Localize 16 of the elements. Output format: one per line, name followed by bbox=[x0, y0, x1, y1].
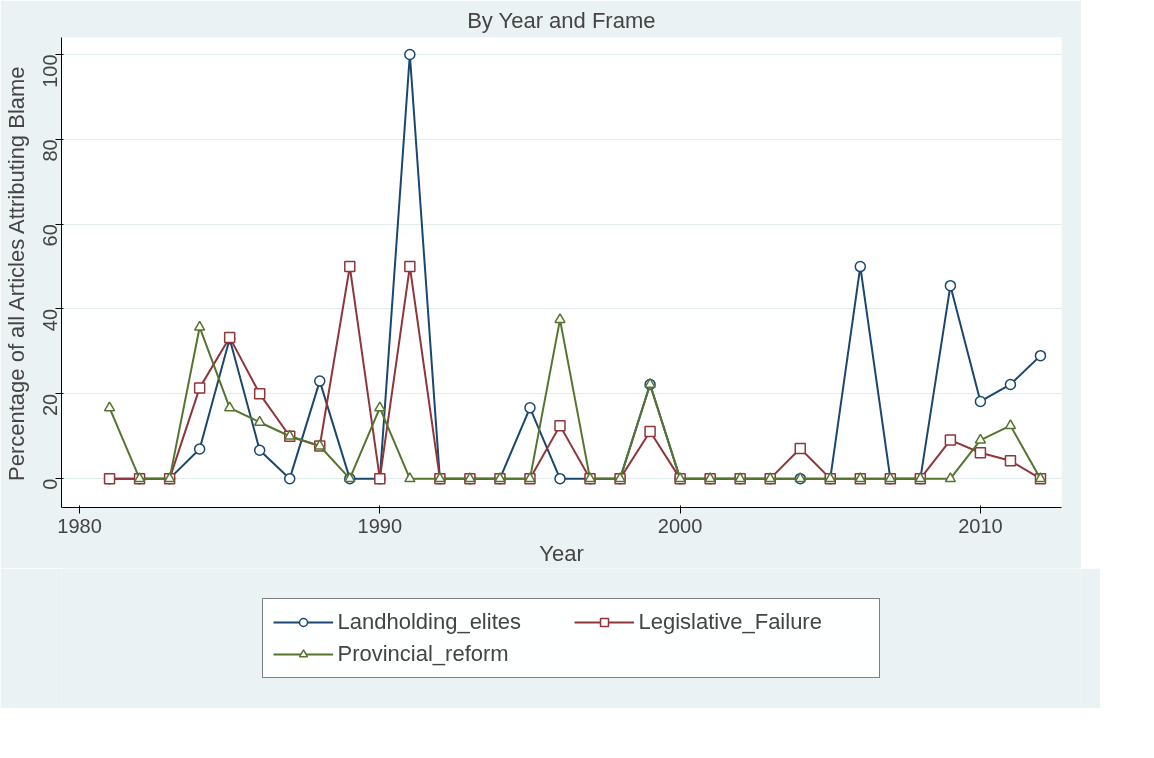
x-tick-label: 2010 bbox=[958, 514, 1003, 537]
legend-label: Provincial_reform bbox=[337, 641, 510, 667]
y-axis-title: Percentage of all Articles Attributing Blame bbox=[3, 66, 29, 481]
x-tick-label: 2000 bbox=[657, 514, 703, 537]
y-tick-label: 20 bbox=[39, 393, 62, 417]
y-tick-label: 100 bbox=[39, 54, 62, 88]
x-axis-title: Year bbox=[539, 540, 584, 566]
legend-label: Legislative_Failure bbox=[638, 609, 823, 635]
x-tick-label: 1990 bbox=[357, 514, 403, 537]
x-tick-label: 1980 bbox=[57, 514, 102, 537]
chart-title: By Year and Frame bbox=[467, 7, 656, 33]
y-tick-label: 40 bbox=[39, 308, 62, 332]
legend-label: Landholding_elites bbox=[337, 609, 522, 635]
y-tick-label: 80 bbox=[39, 139, 62, 162]
y-tick-label: 0 bbox=[39, 478, 62, 490]
y-tick-label: 60 bbox=[39, 224, 62, 247]
